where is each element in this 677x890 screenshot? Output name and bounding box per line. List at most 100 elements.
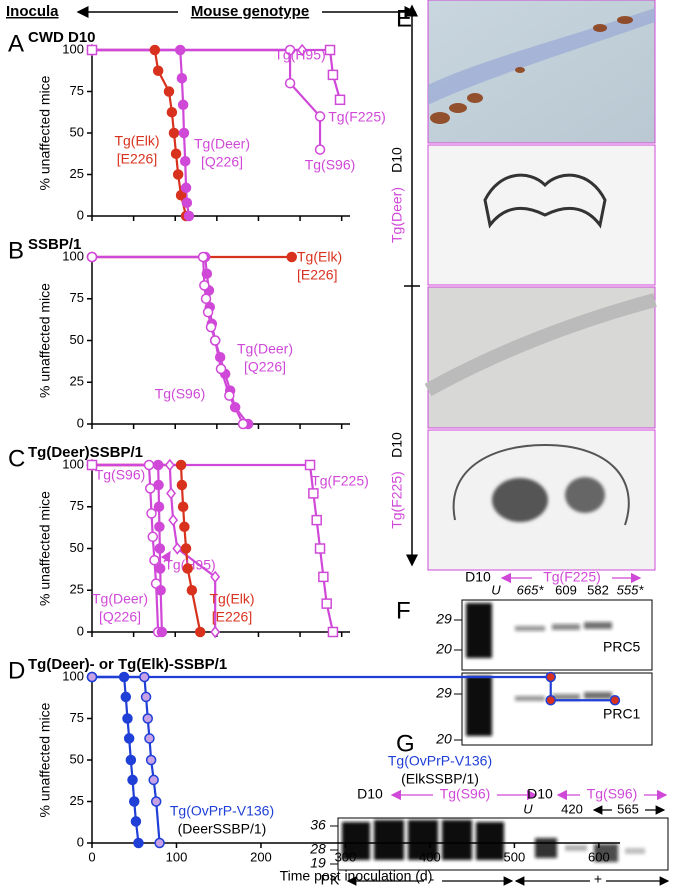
marker	[153, 479, 164, 491]
x-tick-label: 300	[335, 849, 357, 864]
marker	[183, 210, 195, 222]
lane-label: 420	[561, 801, 583, 816]
y-tick-label: 50	[70, 540, 84, 555]
x-tick-label: 500	[504, 849, 526, 864]
marker	[172, 169, 184, 180]
marker	[175, 190, 187, 201]
y-tick-label: 50	[70, 751, 84, 766]
y-tick-label: 0	[77, 834, 84, 849]
marker	[179, 155, 191, 167]
y-tick-label: 100	[62, 248, 84, 263]
marker	[197, 251, 209, 263]
treatment-label: PK	[321, 872, 340, 888]
marker	[123, 733, 135, 744]
y-tick-label: 50	[70, 332, 84, 347]
marker	[308, 488, 319, 499]
marker	[179, 521, 190, 533]
marker	[139, 671, 150, 683]
lane-label: 565	[617, 801, 639, 816]
y-axis-label: % unaffected mice	[37, 75, 53, 190]
marker	[314, 543, 326, 554]
marker	[153, 501, 165, 512]
series-allele: [Q226]	[99, 609, 141, 625]
chart-title: Tg(Deer)SSBP/1	[28, 444, 143, 461]
y-tick-label: 25	[70, 793, 84, 808]
marker	[154, 563, 166, 574]
marker	[170, 148, 182, 159]
series-label: Tg(OvPrP-V136)	[170, 803, 274, 819]
panel-letter: B	[8, 237, 24, 264]
series-label: Tg(Deer)	[92, 591, 148, 607]
annotation-arrow	[160, 550, 171, 563]
marker	[168, 513, 179, 527]
mw-marker: 29	[435, 685, 452, 701]
y-tick-label: 25	[70, 166, 84, 181]
series-label: Tg(Elk)	[114, 133, 159, 149]
marker	[284, 77, 296, 89]
panel-f-blot	[461, 599, 653, 746]
marker	[86, 671, 98, 683]
marker	[155, 585, 166, 596]
marker	[314, 111, 326, 122]
marker	[146, 508, 157, 519]
marker	[324, 44, 336, 56]
marker	[154, 543, 166, 554]
x-tick-label: 400	[419, 849, 441, 864]
marker	[237, 418, 249, 430]
panel-g-blot	[337, 817, 669, 871]
marker	[321, 598, 332, 609]
marker	[180, 543, 192, 554]
chart-title: CWD D10	[28, 29, 96, 46]
inoculum-label: D10	[357, 786, 383, 802]
survival-line	[92, 463, 335, 633]
header-inocula: Inocula	[6, 3, 59, 20]
series-label: Tg(Deer)	[194, 136, 250, 152]
genotype-label: Tg(S96)	[587, 786, 638, 802]
lane-label: U	[523, 801, 533, 816]
lane-label: U	[491, 582, 501, 597]
mw-marker: 36	[310, 817, 326, 833]
y-tick-label: 0	[77, 623, 84, 638]
marker	[154, 521, 165, 533]
antibody-label: PRC1	[603, 706, 641, 722]
header-genotype: Mouse genotype	[191, 3, 309, 20]
y-tick-label: 75	[70, 290, 84, 305]
marker	[545, 694, 556, 706]
marker	[199, 280, 210, 291]
marker	[205, 321, 217, 333]
marker	[224, 390, 235, 401]
y-axis-label: % unaffected mice	[37, 491, 53, 606]
mw-marker: 19	[310, 855, 326, 871]
y-tick-label: 50	[70, 124, 84, 139]
inoculum-label: D10	[389, 147, 405, 173]
panel-letter: E	[396, 5, 412, 32]
series-label: Tg(F225)	[311, 473, 369, 489]
marker	[174, 44, 186, 56]
lane-label: 609	[555, 582, 577, 597]
panel-letter: G	[396, 730, 415, 757]
marker	[164, 458, 175, 472]
pk-minus: -	[430, 871, 435, 887]
marker	[327, 626, 339, 638]
series-label: Tg(OvPrP-V136)	[388, 753, 492, 769]
panel-letter: F	[396, 597, 411, 624]
marker	[133, 837, 144, 849]
series-source: (ElkSSBP/1)	[401, 771, 479, 787]
marker	[286, 251, 297, 263]
marker	[118, 671, 130, 683]
marker	[194, 626, 206, 638]
marker	[200, 293, 212, 304]
marker	[140, 691, 152, 703]
marker	[154, 837, 165, 849]
y-axis-label: % unaffected mice	[37, 702, 53, 817]
genotype-label: Tg(F225)	[543, 569, 601, 585]
x-tick-label: 200	[250, 849, 272, 864]
marker	[182, 563, 193, 574]
marker	[152, 65, 164, 76]
marker	[147, 531, 159, 543]
marker	[210, 625, 221, 639]
series-label: Tg(S96)	[155, 386, 206, 402]
inoculum-label: D10	[389, 432, 405, 458]
marker	[180, 182, 192, 194]
